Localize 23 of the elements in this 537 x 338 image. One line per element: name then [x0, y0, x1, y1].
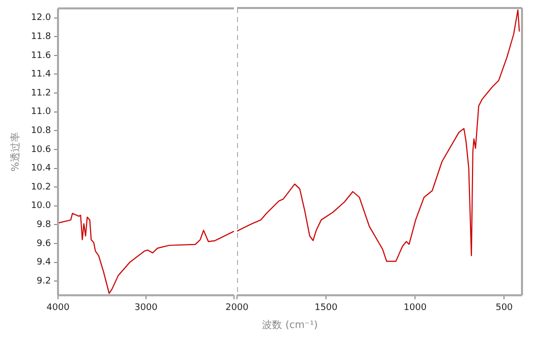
y-tick-label: 10.6: [30, 144, 52, 155]
y-tick-label: 10.4: [30, 164, 52, 174]
y-tick-label: 11.6: [30, 50, 52, 61]
y-tick-label: 11.8: [30, 32, 52, 42]
y-tick-label: 11.0: [30, 107, 52, 118]
y-tick-label: 9.4: [36, 258, 52, 268]
y-tick-label: 10.8: [30, 126, 52, 136]
y-tick-label: 12.0: [30, 13, 52, 24]
x-axis-title: 波数 (cm⁻¹): [262, 318, 318, 332]
y-tick-label: 10.0: [30, 201, 52, 212]
y-tick-label: 11.2: [30, 88, 51, 98]
x-tick-label: 3000: [134, 302, 158, 313]
x-tick-label: 4000: [46, 302, 70, 313]
y-axis-title: %透过率: [10, 132, 22, 172]
y-tick-label: 10.2: [30, 182, 51, 192]
y-tick-label: 9.6: [36, 238, 52, 249]
x-tick-label: 2000: [226, 302, 249, 313]
y-tick-label: 11.4: [30, 70, 52, 80]
y-tick-label: 9.2: [36, 276, 51, 286]
x-tick-label: 1500: [314, 302, 338, 313]
x-tick-label: 1000: [404, 302, 427, 313]
y-tick-label: 9.8: [36, 220, 52, 230]
x-tick-label: 500: [496, 302, 514, 313]
